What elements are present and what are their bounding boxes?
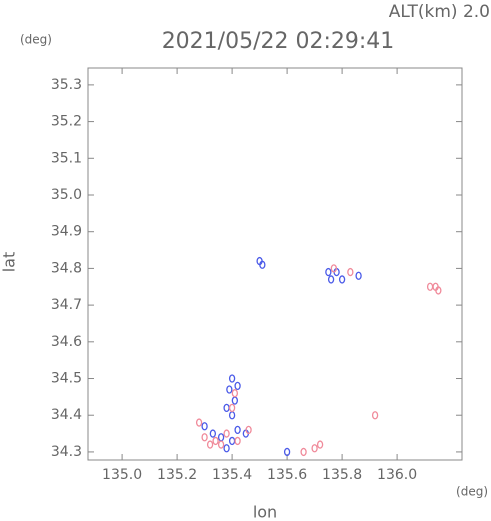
y-tick-label: 34.5 <box>51 371 82 387</box>
y-tick-label: 34.6 <box>51 334 82 350</box>
y-tick-label: 34.8 <box>51 260 82 276</box>
y-axis-label: lat <box>0 252 19 273</box>
altitude: ALT(km) 2.0 <box>389 2 490 22</box>
data-point <box>228 374 236 383</box>
data-point <box>300 447 307 457</box>
y-tick-label: 35.1 <box>51 150 82 166</box>
data-point <box>201 422 208 431</box>
data-point <box>234 436 241 446</box>
x-tick-label: 135.6 <box>267 467 307 483</box>
x-tick-label: 135.0 <box>102 467 142 483</box>
plot-frame <box>87 67 463 461</box>
y-tick-label: 35.0 <box>51 187 82 203</box>
data-point <box>259 260 266 269</box>
data-point <box>325 267 332 277</box>
data-point <box>371 411 379 420</box>
data-point <box>206 440 214 449</box>
data-point <box>231 389 239 398</box>
y-tick-label: 34.9 <box>51 224 82 240</box>
data-point <box>283 447 291 457</box>
data-point <box>223 444 230 453</box>
data-point <box>223 429 230 438</box>
data-point <box>201 433 208 442</box>
data-point <box>228 411 236 420</box>
data-point <box>228 403 236 413</box>
data-point <box>209 429 217 438</box>
data-point <box>347 267 354 277</box>
data-point <box>327 275 335 284</box>
data-point <box>226 385 233 394</box>
x-tick-label: 135.4 <box>212 467 252 483</box>
y-tick-label: 34.7 <box>51 297 82 313</box>
x-unit: (deg) <box>456 485 488 499</box>
data-point <box>426 282 434 291</box>
data-point <box>231 396 239 405</box>
y-tick-label: 35.3 <box>51 77 82 93</box>
data-point <box>223 403 230 413</box>
data-point <box>330 264 338 273</box>
x-axis-label: lon <box>253 503 277 521</box>
data-point <box>245 425 252 435</box>
data-point <box>338 275 346 284</box>
x-tick-label: 136.0 <box>377 467 417 483</box>
data-point <box>217 440 225 449</box>
data-point <box>195 418 203 427</box>
chart-title: 2021/05/22 02:29:41 <box>162 29 395 54</box>
data-point <box>234 381 241 391</box>
x-tick-label: 135.8 <box>322 467 362 483</box>
y-tick-label: 34.4 <box>51 407 82 423</box>
y-tick-label: 35.2 <box>51 114 82 130</box>
data-point <box>212 436 219 446</box>
data-point <box>234 425 241 435</box>
data-point <box>311 444 318 453</box>
data-point <box>435 286 442 295</box>
x-tick-label: 135.2 <box>157 467 197 483</box>
data-point <box>316 440 324 449</box>
data-point <box>217 433 225 442</box>
data-point <box>355 271 362 280</box>
y-unit: (deg) <box>20 33 52 47</box>
data-point <box>228 436 236 446</box>
y-tick-label: 34.3 <box>51 444 82 460</box>
